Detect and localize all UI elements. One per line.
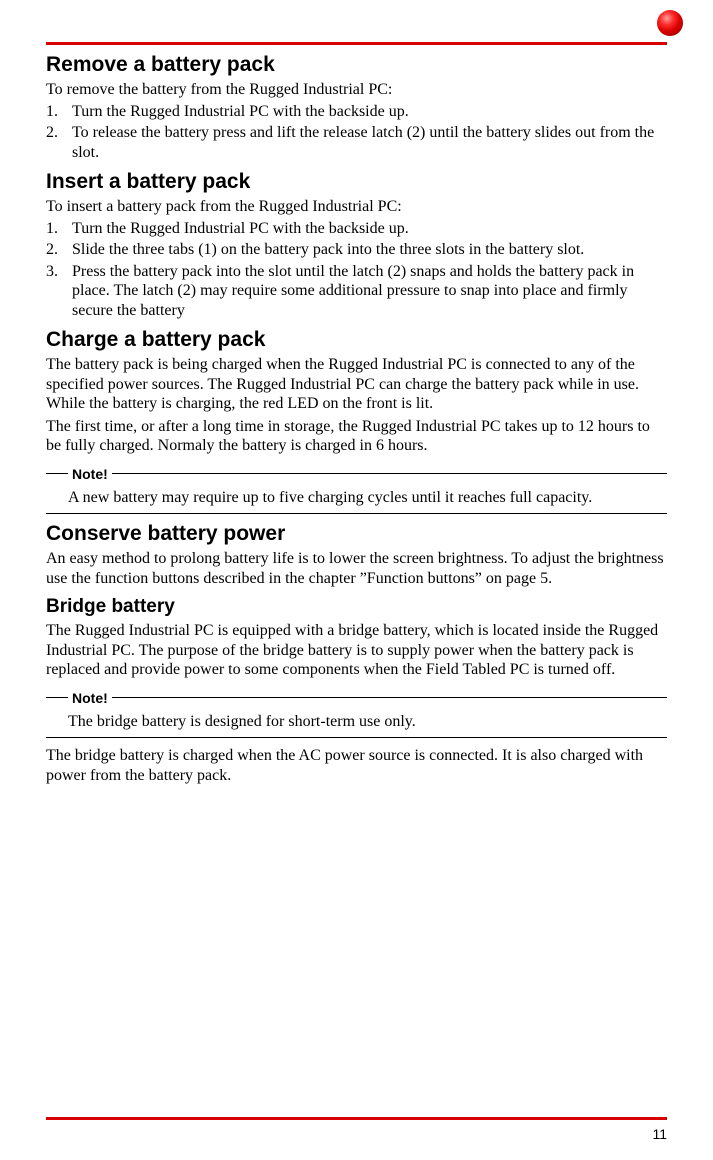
steps-insert: Turn the Rugged Industrial PC with the b… xyxy=(46,219,667,321)
note-label: Note! xyxy=(68,466,112,482)
heading-remove: Remove a battery pack xyxy=(46,53,667,77)
top-divider xyxy=(46,42,667,45)
intro-insert: To insert a battery pack from the Rugged… xyxy=(46,197,667,217)
page-number: 11 xyxy=(652,1126,667,1142)
conserve-para: An easy method to prolong battery life i… xyxy=(46,549,667,588)
note-rule-right xyxy=(112,697,667,698)
list-item: To release the battery press and lift th… xyxy=(46,123,667,162)
heading-bridge: Bridge battery xyxy=(46,596,667,618)
note-rule-left xyxy=(46,473,68,474)
page-content: Remove a battery pack To remove the batt… xyxy=(0,0,713,785)
bottom-divider xyxy=(46,1117,667,1120)
heading-conserve: Conserve battery power xyxy=(46,522,667,546)
bridge-para2: The bridge battery is charged when the A… xyxy=(46,746,667,785)
note-end-rule xyxy=(46,513,667,514)
note-header-charge: Note! xyxy=(46,466,667,482)
list-item: Press the battery pack into the slot unt… xyxy=(46,262,667,321)
note-rule-right xyxy=(112,473,667,474)
intro-remove: To remove the battery from the Rugged In… xyxy=(46,80,667,100)
note-header-bridge: Note! xyxy=(46,690,667,706)
note-text-bridge: The bridge battery is designed for short… xyxy=(46,712,667,732)
brand-ball-icon xyxy=(657,10,683,36)
charge-para2: The first time, or after a long time in … xyxy=(46,417,667,456)
heading-insert: Insert a battery pack xyxy=(46,170,667,194)
list-item: Slide the three tabs (1) on the battery … xyxy=(46,240,667,260)
note-label: Note! xyxy=(68,690,112,706)
bridge-para1: The Rugged Industrial PC is equipped wit… xyxy=(46,621,667,680)
note-end-rule xyxy=(46,737,667,738)
heading-charge: Charge a battery pack xyxy=(46,328,667,352)
charge-para1: The battery pack is being charged when t… xyxy=(46,355,667,414)
note-rule-left xyxy=(46,697,68,698)
note-text-charge: A new battery may require up to five cha… xyxy=(46,488,667,508)
steps-remove: Turn the Rugged Industrial PC with the b… xyxy=(46,102,667,163)
list-item: Turn the Rugged Industrial PC with the b… xyxy=(46,102,667,122)
list-item: Turn the Rugged Industrial PC with the b… xyxy=(46,219,667,239)
